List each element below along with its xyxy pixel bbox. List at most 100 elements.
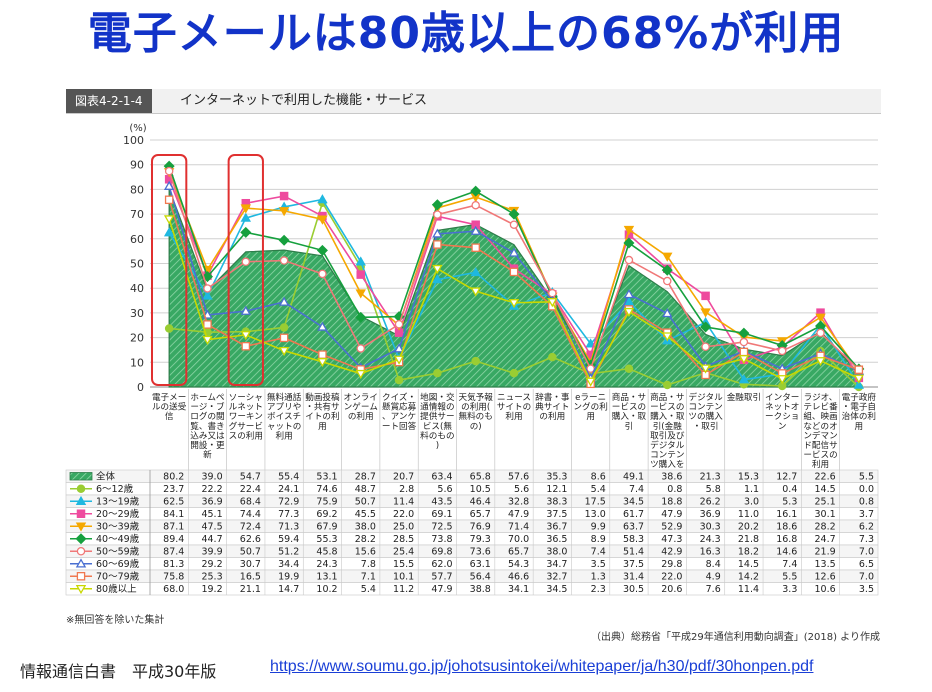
series-4-point: [700, 308, 711, 318]
table-cell-value: 72.4: [240, 522, 261, 533]
table-cell-value: 58.3: [623, 534, 644, 545]
table-series-name: 70〜79歳: [96, 571, 140, 583]
series-8-point: [279, 333, 289, 343]
table-cell-value: 62.5: [163, 497, 184, 508]
table-cell-value: 43.5: [431, 497, 452, 508]
table-cell-value: 12.7: [776, 472, 797, 483]
table-cell-value: 16.8: [776, 534, 797, 545]
table-cell-value: 2.3: [591, 584, 606, 595]
table-cell-value: 14.5: [815, 484, 836, 495]
y-tick-label: 20: [130, 332, 144, 345]
series-9-point: [776, 375, 788, 385]
figure-header: 図表4-2-1-4 インターネットで利用した機能・サービス: [66, 89, 881, 114]
series-1-point: [548, 352, 557, 362]
table-cell-value: 47.3: [661, 534, 682, 545]
table-cell-value: 25.3: [201, 572, 222, 583]
table-cell-value: 5.4: [591, 484, 606, 495]
table-cell-value: 62.6: [240, 534, 261, 545]
table-cell-value: 47.5: [201, 522, 222, 533]
table-cell-value: 73.8: [431, 534, 452, 545]
table-cell-value: 5.5: [782, 572, 797, 583]
table-cell-value: 0.8: [859, 497, 874, 508]
table-cell-value: 51.4: [623, 547, 644, 558]
table-cell-value: 22.2: [201, 484, 222, 495]
table-cell-value: 37.5: [623, 559, 644, 570]
table-cell-value: 51.2: [278, 547, 299, 558]
table-cell-value: 7.4: [591, 547, 606, 558]
series-4-point: [623, 225, 635, 236]
series-6-point: [164, 166, 174, 176]
table-cell-value: 0.8: [667, 484, 682, 495]
footer-link[interactable]: https://www.soumu.go.jp/johotsusintokei/…: [270, 658, 814, 675]
table-cell-value: 45.1: [201, 509, 222, 520]
figure-tag: 図表4-2-1-4: [66, 89, 152, 113]
category-label: 地図・交通情報の提供サービス(無料のもの): [420, 391, 455, 451]
series-3-point: [701, 291, 710, 301]
category-label: 電子政府・電子自治体の利用: [842, 391, 877, 432]
table-cell-value: 48.7: [355, 484, 376, 495]
table-cell-value: 13.5: [815, 559, 836, 570]
series-8-point: [433, 240, 442, 249]
series-8-point: [509, 267, 519, 277]
highlight-box: [227, 154, 264, 386]
table-cell-value: 56.4: [470, 572, 491, 583]
series-1-point: [394, 375, 404, 385]
category-label: 天気予報の利用(無料のもの): [458, 391, 493, 432]
table-cell-value: 65.8: [470, 472, 491, 483]
table-cell-value: 38.0: [355, 522, 376, 533]
series-4-point: [317, 215, 328, 225]
series-9-point: [432, 264, 443, 275]
table-cell-value: 72.5: [431, 522, 452, 533]
table-series-name: 20〜29歳: [96, 508, 140, 520]
category-label: ホームページ・ブログの閲覧、書き込み又は開設・更新: [190, 392, 225, 461]
category-label: ラジオ、テレビ番組、映画などのオンデマンド配信サービスの利用: [803, 392, 838, 470]
table-cell-value: 10.2: [316, 584, 337, 595]
category-label: クイズ・懸賞応募、アンケート回答: [382, 391, 417, 432]
series-9-point: [470, 287, 481, 297]
table-cell-value: 7.4: [782, 559, 797, 570]
legend-swatch-area: [69, 472, 93, 481]
series-6-point: [816, 328, 825, 338]
table-cell-value: 42.9: [661, 547, 682, 558]
table-cell-value: 5.3: [782, 497, 797, 508]
y-tick-label: 100: [123, 134, 144, 147]
table-series-name: 50〜59歳: [96, 546, 140, 558]
table-cell-value: 14.2: [738, 572, 759, 583]
series-2-point: [317, 194, 328, 204]
table-series-name: 13〜19歳: [96, 496, 140, 508]
table-cell-value: 8.6: [591, 472, 606, 483]
figure-title: インターネットで利用した機能・サービス: [180, 93, 428, 108]
series-1-point: [433, 368, 442, 378]
table-cell-value: 3.0: [744, 497, 759, 508]
category-label: 辞書・事典サイトの利用: [535, 391, 570, 422]
series-7-point: [470, 225, 481, 235]
y-tick-label: 50: [130, 258, 144, 271]
series-7-point: [662, 307, 673, 318]
table-cell-value: 22.0: [661, 572, 682, 583]
table-cell-value: 1.1: [744, 484, 759, 495]
table-series-name: 30〜39歳: [96, 521, 140, 533]
table-cell-value: 39.9: [201, 547, 222, 558]
table-cell-value: 72.9: [278, 497, 299, 508]
table-cell-value: 7.6: [706, 584, 721, 595]
table-cell-value: 53.1: [316, 472, 337, 483]
series-2-point: [623, 296, 635, 306]
table-cell-value: 10.6: [815, 584, 836, 595]
table-cell-value: 50.7: [240, 547, 261, 558]
series-8-point: [164, 195, 174, 205]
series-2-point: [470, 266, 481, 277]
table-cell-value: 21.8: [738, 534, 759, 545]
series-7-point: [623, 288, 635, 299]
table-cell-value: 71.4: [508, 522, 529, 533]
table-cell-value: 9.9: [591, 522, 606, 533]
legend-swatch-marker: [76, 572, 86, 581]
series-5-point: [316, 244, 328, 256]
table-cell-value: 31.4: [623, 572, 644, 583]
series-9-point: [547, 298, 558, 308]
table-cell-value: 36.5: [546, 534, 567, 545]
table-cell-value: 20.2: [738, 522, 759, 533]
table-cell-value: 87.1: [163, 522, 184, 533]
table-cell-value: 34.1: [508, 584, 529, 595]
table-cell-value: 11.0: [738, 509, 759, 520]
series-4-point: [278, 207, 290, 217]
